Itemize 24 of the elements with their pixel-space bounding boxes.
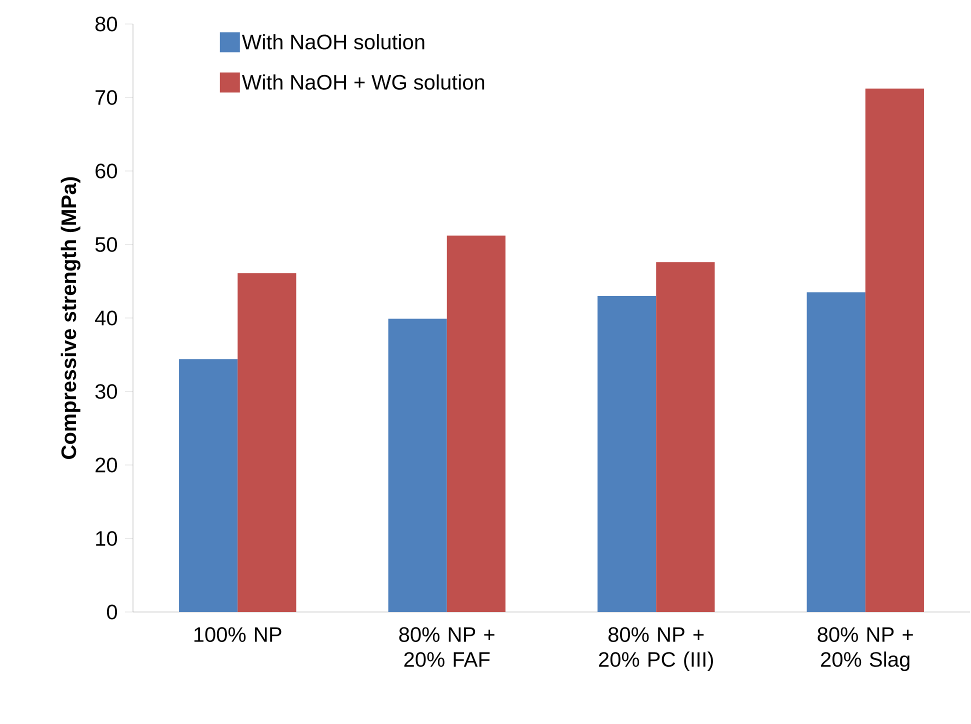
x-tick-label: 80% NP + 20% Slag	[818, 627, 913, 672]
legend-label: With NaOH + WG solution	[242, 74, 484, 90]
y-tick-label: 60	[96, 164, 117, 178]
y-tick-label: 20	[96, 458, 117, 472]
bar	[865, 88, 924, 612]
y-tick-label: 80	[95, 16, 117, 32]
bar	[388, 318, 447, 612]
bar	[806, 292, 866, 612]
y-tick-label: 50	[95, 237, 117, 252]
y-tick-label: 0	[107, 604, 117, 620]
legend-label: With NaOH solution	[242, 34, 424, 50]
x-tick-label: 100% NP	[194, 627, 282, 642]
x-tick-label: 80% NP + 20% PC (III)	[599, 627, 713, 672]
y-tick-label: 10	[96, 531, 117, 546]
bar	[238, 273, 296, 612]
y-tick-label: 30	[95, 384, 117, 399]
bar	[656, 262, 715, 612]
y-axis-title: Compressive strength (MPa)	[60, 177, 80, 459]
y-tick-label: 40	[95, 310, 117, 326]
bar	[179, 359, 238, 612]
bar	[598, 296, 656, 612]
bar	[446, 236, 506, 612]
x-tick-label: 80% NP + 20% FAF	[399, 627, 494, 667]
y-tick-label: 70	[96, 90, 117, 105]
